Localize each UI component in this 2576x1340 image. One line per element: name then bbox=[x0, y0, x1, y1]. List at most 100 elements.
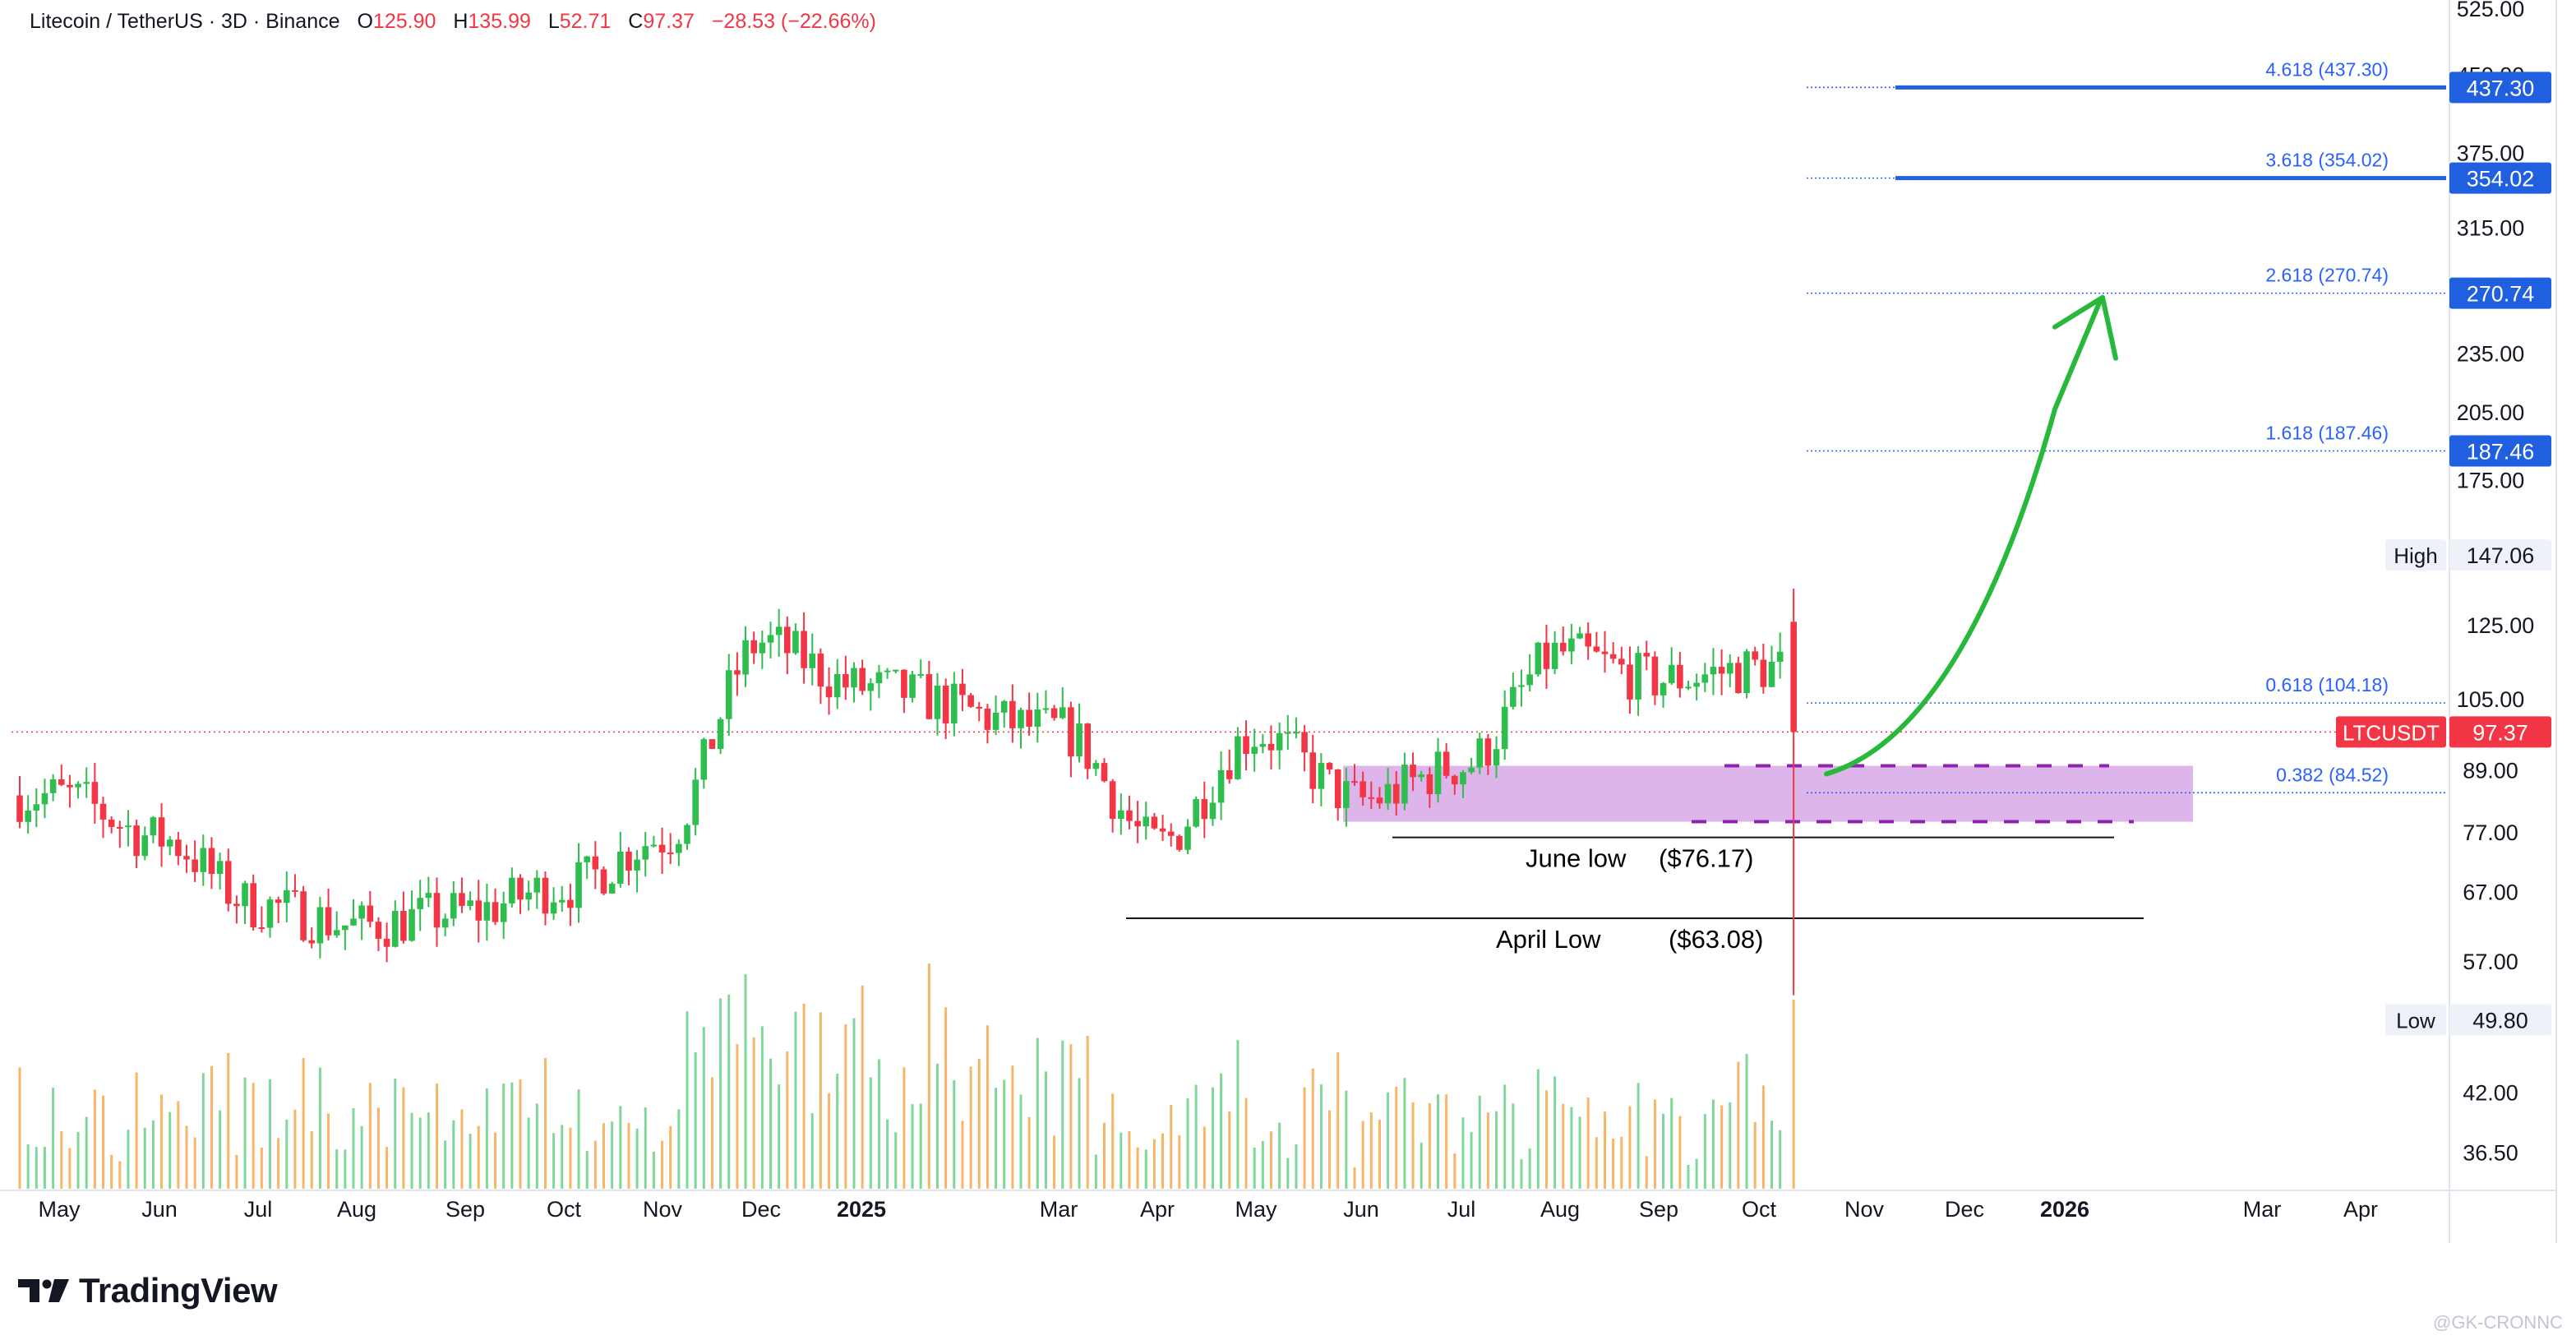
candle[interactable] bbox=[584, 856, 590, 862]
candle[interactable] bbox=[383, 938, 390, 947]
candle[interactable] bbox=[216, 861, 224, 875]
candle[interactable] bbox=[984, 708, 991, 730]
candle[interactable] bbox=[91, 782, 99, 804]
candle[interactable] bbox=[483, 902, 491, 921]
candle[interactable] bbox=[592, 856, 599, 870]
candle[interactable] bbox=[400, 911, 407, 941]
candle[interactable] bbox=[1752, 651, 1758, 660]
candle[interactable] bbox=[1018, 709, 1024, 728]
candle[interactable] bbox=[125, 825, 132, 828]
candle[interactable] bbox=[600, 869, 607, 894]
candle[interactable] bbox=[951, 683, 958, 724]
candle[interactable] bbox=[1418, 774, 1424, 778]
candle[interactable] bbox=[1109, 781, 1116, 820]
candle[interactable] bbox=[917, 674, 924, 677]
candle[interactable] bbox=[441, 918, 449, 928]
candle[interactable] bbox=[892, 669, 899, 672]
candle[interactable] bbox=[108, 819, 115, 827]
candle[interactable] bbox=[884, 670, 891, 672]
candle[interactable] bbox=[1460, 772, 1466, 785]
candle[interactable] bbox=[1259, 743, 1267, 747]
candle[interactable] bbox=[1484, 738, 1492, 766]
candle[interactable] bbox=[833, 673, 841, 698]
candle[interactable] bbox=[1343, 781, 1350, 809]
candle[interactable] bbox=[1493, 749, 1500, 766]
candle[interactable] bbox=[976, 706, 983, 709]
candle[interactable] bbox=[1068, 707, 1074, 757]
candle[interactable] bbox=[1084, 723, 1091, 769]
candle[interactable] bbox=[742, 640, 749, 675]
candle[interactable] bbox=[1693, 682, 1700, 687]
candle[interactable] bbox=[141, 835, 149, 857]
candle[interactable] bbox=[158, 817, 165, 847]
candle[interactable] bbox=[325, 907, 332, 936]
candle[interactable] bbox=[1360, 781, 1366, 797]
candle[interactable] bbox=[1226, 770, 1233, 779]
candle[interactable] bbox=[333, 930, 340, 936]
candle[interactable] bbox=[233, 903, 240, 907]
candle[interactable] bbox=[1585, 633, 1591, 647]
candle[interactable] bbox=[1251, 746, 1258, 755]
candle[interactable] bbox=[1410, 765, 1416, 778]
candle[interactable] bbox=[525, 892, 532, 900]
candle[interactable] bbox=[1468, 767, 1475, 773]
candle[interactable] bbox=[425, 893, 432, 899]
candle[interactable] bbox=[509, 877, 515, 903]
candle[interactable] bbox=[1276, 732, 1283, 751]
candle[interactable] bbox=[1243, 736, 1249, 755]
candle[interactable] bbox=[1726, 663, 1733, 674]
candle[interactable] bbox=[1126, 810, 1133, 821]
candle[interactable] bbox=[709, 739, 716, 749]
candle[interactable] bbox=[1134, 820, 1141, 827]
candle[interactable] bbox=[767, 635, 774, 643]
candle[interactable] bbox=[150, 817, 157, 836]
candle[interactable] bbox=[284, 889, 290, 903]
candle[interactable] bbox=[58, 779, 65, 785]
symbol-title[interactable]: Litecoin / TetherUS · 3D · Binance bbox=[30, 10, 340, 33]
candle[interactable] bbox=[1760, 659, 1767, 687]
candle[interactable] bbox=[775, 626, 782, 635]
candle[interactable] bbox=[558, 899, 566, 903]
candle[interactable] bbox=[825, 686, 833, 698]
candle[interactable] bbox=[75, 783, 81, 788]
candle[interactable] bbox=[1384, 783, 1392, 804]
candle[interactable] bbox=[409, 908, 415, 941]
candle[interactable] bbox=[367, 905, 374, 922]
candle[interactable] bbox=[1143, 816, 1150, 827]
candle[interactable] bbox=[1701, 674, 1709, 683]
candle[interactable] bbox=[1293, 732, 1300, 734]
candle[interactable] bbox=[642, 846, 649, 860]
candle[interactable] bbox=[208, 848, 215, 875]
candle[interactable] bbox=[1092, 763, 1100, 769]
candle[interactable] bbox=[1718, 667, 1725, 674]
candle[interactable] bbox=[242, 883, 248, 907]
candle[interactable] bbox=[183, 856, 190, 860]
candle[interactable] bbox=[250, 883, 256, 927]
candle[interactable] bbox=[926, 674, 933, 719]
candle[interactable] bbox=[1776, 651, 1784, 662]
candle[interactable] bbox=[692, 779, 699, 825]
candle[interactable] bbox=[608, 883, 616, 894]
candles[interactable] bbox=[16, 589, 1797, 996]
candle[interactable] bbox=[1351, 781, 1358, 783]
candle[interactable] bbox=[200, 848, 207, 872]
candle[interactable] bbox=[1426, 774, 1433, 795]
candle[interactable] bbox=[375, 922, 382, 939]
candle[interactable] bbox=[1510, 686, 1517, 707]
candle[interactable] bbox=[292, 889, 298, 892]
candle[interactable] bbox=[224, 861, 232, 904]
candle[interactable] bbox=[1285, 732, 1291, 734]
candle[interactable] bbox=[16, 795, 23, 822]
candle[interactable] bbox=[901, 669, 907, 698]
candle[interactable] bbox=[1768, 661, 1775, 687]
candle[interactable] bbox=[1551, 642, 1558, 669]
candle[interactable] bbox=[1318, 763, 1325, 789]
candle[interactable] bbox=[725, 670, 732, 719]
candle[interactable] bbox=[784, 626, 791, 654]
candle[interactable] bbox=[49, 779, 57, 793]
candle[interactable] bbox=[1660, 682, 1667, 695]
candle[interactable] bbox=[517, 877, 524, 900]
last-candle[interactable] bbox=[1790, 621, 1797, 732]
candle[interactable] bbox=[1334, 769, 1341, 809]
candle[interactable] bbox=[1118, 810, 1124, 820]
